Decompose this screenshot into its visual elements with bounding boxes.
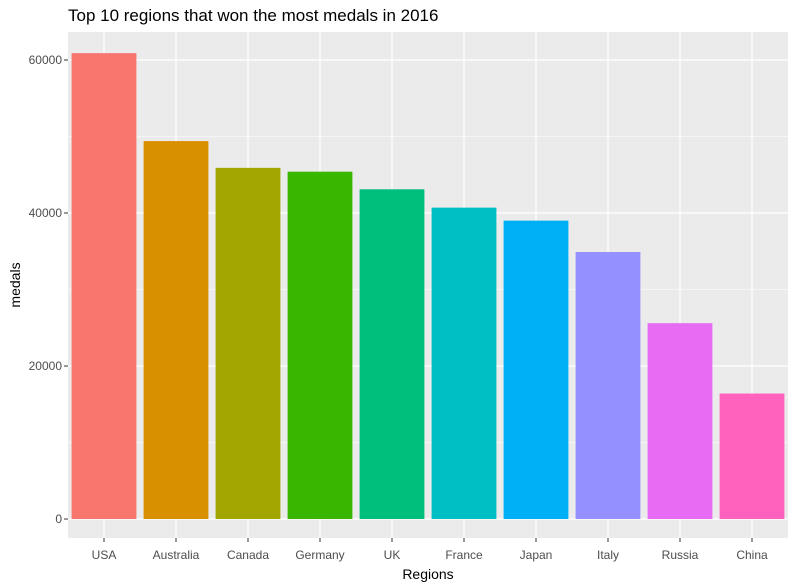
x-tick-label: Japan [520,548,553,562]
bar-australia [143,141,209,519]
y-tick-label: 20000 [29,359,63,373]
x-tick-label: UK [384,548,401,562]
bar-japan [503,220,569,519]
bar-canada [215,167,281,520]
bar-uk [359,189,425,519]
bar-usa [71,53,137,520]
x-tick-label: Canada [227,548,269,562]
y-axis: 0 20000 40000 60000 [29,53,68,526]
y-tick-label: 0 [55,512,62,526]
x-axis: USA Australia Canada Germany UK France Japan It… [92,538,768,562]
x-tick-label: USA [92,548,117,562]
x-tick-label: Russia [662,548,699,562]
bar-france [431,207,497,519]
x-tick-label: Germany [295,548,344,562]
bar-italy [575,252,641,519]
y-tick-label: 60000 [29,53,63,67]
y-axis-title: medals [7,262,23,307]
bar-germany [287,171,353,519]
x-tick-label: China [736,548,768,562]
x-tick-label: France [445,548,483,562]
x-axis-title: Regions [402,566,453,582]
x-tick-label: Italy [597,548,619,562]
x-tick-label: Australia [153,548,200,562]
bars [71,53,785,520]
y-tick-label: 40000 [29,206,63,220]
chart-title: Top 10 regions that won the most medals … [68,6,439,25]
bar-russia [647,323,713,519]
bar-china [719,393,785,519]
